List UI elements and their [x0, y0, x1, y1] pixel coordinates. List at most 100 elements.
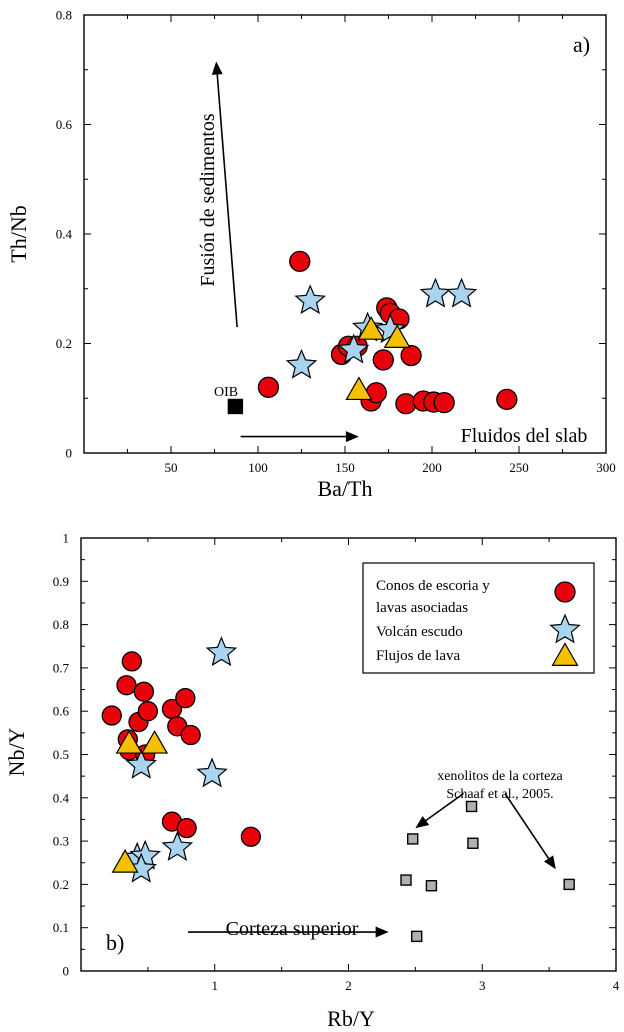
- triangle-data-point: [141, 729, 169, 754]
- panel-a-ticks: 50 100 150 200 250 300 0 0.2 0.4 0.6 0.8: [56, 8, 616, 476]
- legend-triangle-marker: [551, 642, 579, 666]
- y-tick-label: 0.4: [56, 227, 73, 242]
- panel-a-marks: [227, 250, 518, 415]
- star-data-point: [285, 348, 318, 379]
- arrow-head: [415, 816, 430, 829]
- circle-data-point: [400, 344, 422, 367]
- y-tick-label: 0.6: [53, 704, 70, 719]
- circle-data-point: [496, 388, 518, 410]
- panel-b: 1 2 3 4 0 0.1 0.2 0.3 0.4 0.5 0.6 0.7 0.8 0.9 1 b) Rb/…: [4, 531, 620, 1032]
- panel-a-oib-label: OIB: [214, 385, 238, 400]
- square-data-point: [411, 930, 423, 943]
- star-data-point: [125, 748, 157, 779]
- legend-star-marker: [549, 613, 581, 644]
- star-data-point: [196, 757, 228, 788]
- square-data-point: [400, 874, 412, 886]
- panel-b-corteza-label: Corteza superior: [226, 918, 359, 940]
- x-tick-label: 250: [509, 460, 529, 475]
- arrow-head: [211, 61, 223, 75]
- arrow-shaft: [504, 793, 551, 862]
- x-tick-label: 2: [345, 978, 352, 993]
- star-data-point: [445, 277, 478, 308]
- x-tick-label: 3: [479, 978, 486, 993]
- circle-data-point: [257, 376, 280, 398]
- square-data-point: [467, 837, 479, 849]
- x-tick-label: 50: [165, 460, 178, 475]
- panel-a-fusion-label: Fusión de sedimentos: [197, 113, 219, 287]
- triangle-data-point: [357, 316, 385, 340]
- legend-frame: [362, 562, 595, 674]
- circle-data-point: [133, 681, 155, 702]
- arrow-head: [544, 855, 556, 870]
- panel-b-label: b): [106, 930, 124, 955]
- x-tick-label: 150: [335, 460, 355, 475]
- y-tick-label: 0: [66, 446, 73, 461]
- panel-b-xenolitos-label-1: xenolitos de la corteza: [437, 769, 563, 784]
- panel-a-y-axis-label: Th/Nb: [6, 205, 31, 262]
- circle-data-point: [116, 675, 137, 696]
- star-data-point: [161, 831, 194, 861]
- arrow-head: [345, 431, 359, 443]
- circle-data-point: [240, 826, 262, 847]
- legend-label-conos-2: lavas asociadas: [376, 600, 468, 616]
- legend-label-conos-1: Conos de escoria y: [376, 578, 490, 594]
- y-tick-label: 0.2: [53, 877, 69, 892]
- star-data-point: [337, 333, 370, 364]
- triangle-data-point: [111, 849, 139, 873]
- triangle-data-point: [115, 729, 143, 754]
- square-data-point: [227, 398, 244, 415]
- panel-a-plot-frame: [83, 14, 607, 454]
- y-tick-label: 0.9: [53, 574, 69, 589]
- x-tick-label: 200: [422, 460, 442, 475]
- panel-a-label: a): [573, 32, 590, 57]
- y-tick-label: 0: [63, 964, 70, 979]
- arrow-shaft: [423, 792, 464, 823]
- legend-label-flujos: Flujos de lava: [376, 648, 460, 664]
- x-tick-label: 100: [248, 460, 268, 475]
- y-tick-label: 0.8: [53, 617, 69, 632]
- panel-b-ticks: 1 2 3 4 0 0.1 0.2 0.3 0.4 0.5 0.6 0.7 0.8 0.9 1: [53, 531, 620, 994]
- panel-b-y-axis-label: Nb/Y: [4, 727, 29, 776]
- circle-data-point: [176, 817, 197, 839]
- circle-data-point: [101, 705, 122, 726]
- circle-data-point: [137, 701, 159, 722]
- panel-a-arrows: [211, 61, 359, 443]
- star-data-point: [419, 277, 452, 308]
- y-tick-label: 0.3: [53, 834, 69, 849]
- circle-data-point: [121, 651, 142, 672]
- y-tick-label: 0.2: [56, 336, 72, 351]
- panel-b-marks: [101, 636, 575, 943]
- y-tick-label: 1: [63, 531, 70, 546]
- x-tick-label: 300: [596, 460, 616, 475]
- star-data-point: [205, 636, 238, 667]
- circle-data-point: [175, 688, 196, 709]
- circle-data-point: [180, 724, 201, 746]
- square-data-point: [563, 878, 575, 891]
- y-tick-label: 0.5: [53, 747, 69, 762]
- square-data-point: [407, 833, 419, 845]
- legend-label-volcan: Volcán escudo: [376, 624, 463, 640]
- panel-a-fluidos-label: Fluidos del slab: [461, 425, 588, 447]
- circle-data-point: [433, 391, 455, 414]
- star-data-point: [294, 284, 326, 315]
- x-tick-label: 1: [212, 978, 219, 993]
- y-tick-label: 0.8: [56, 8, 72, 23]
- panel-b-x-axis-label: Rb/Y: [327, 1006, 375, 1031]
- legend-circle-marker: [554, 581, 576, 603]
- triangle-data-point: [345, 376, 373, 401]
- y-tick-label: 0.7: [53, 660, 70, 675]
- y-tick-label: 0.6: [56, 117, 73, 132]
- circle-data-point: [372, 349, 394, 371]
- y-tick-label: 0.4: [53, 790, 70, 805]
- legend-marks: [549, 581, 581, 666]
- circle-data-point: [395, 393, 417, 415]
- x-tick-label: 4: [613, 978, 620, 993]
- arrow-head: [375, 926, 389, 938]
- panel-b-xenolitos-label-2: Schaaf et al., 2005.: [446, 787, 553, 802]
- panel-a-x-axis-label: Ba/Th: [318, 476, 373, 501]
- panel-b-legend: Conos de escoria y lavas asociadas Volcá…: [362, 562, 595, 674]
- triangle-data-point: [383, 324, 411, 348]
- y-tick-label: 0.1: [53, 920, 69, 935]
